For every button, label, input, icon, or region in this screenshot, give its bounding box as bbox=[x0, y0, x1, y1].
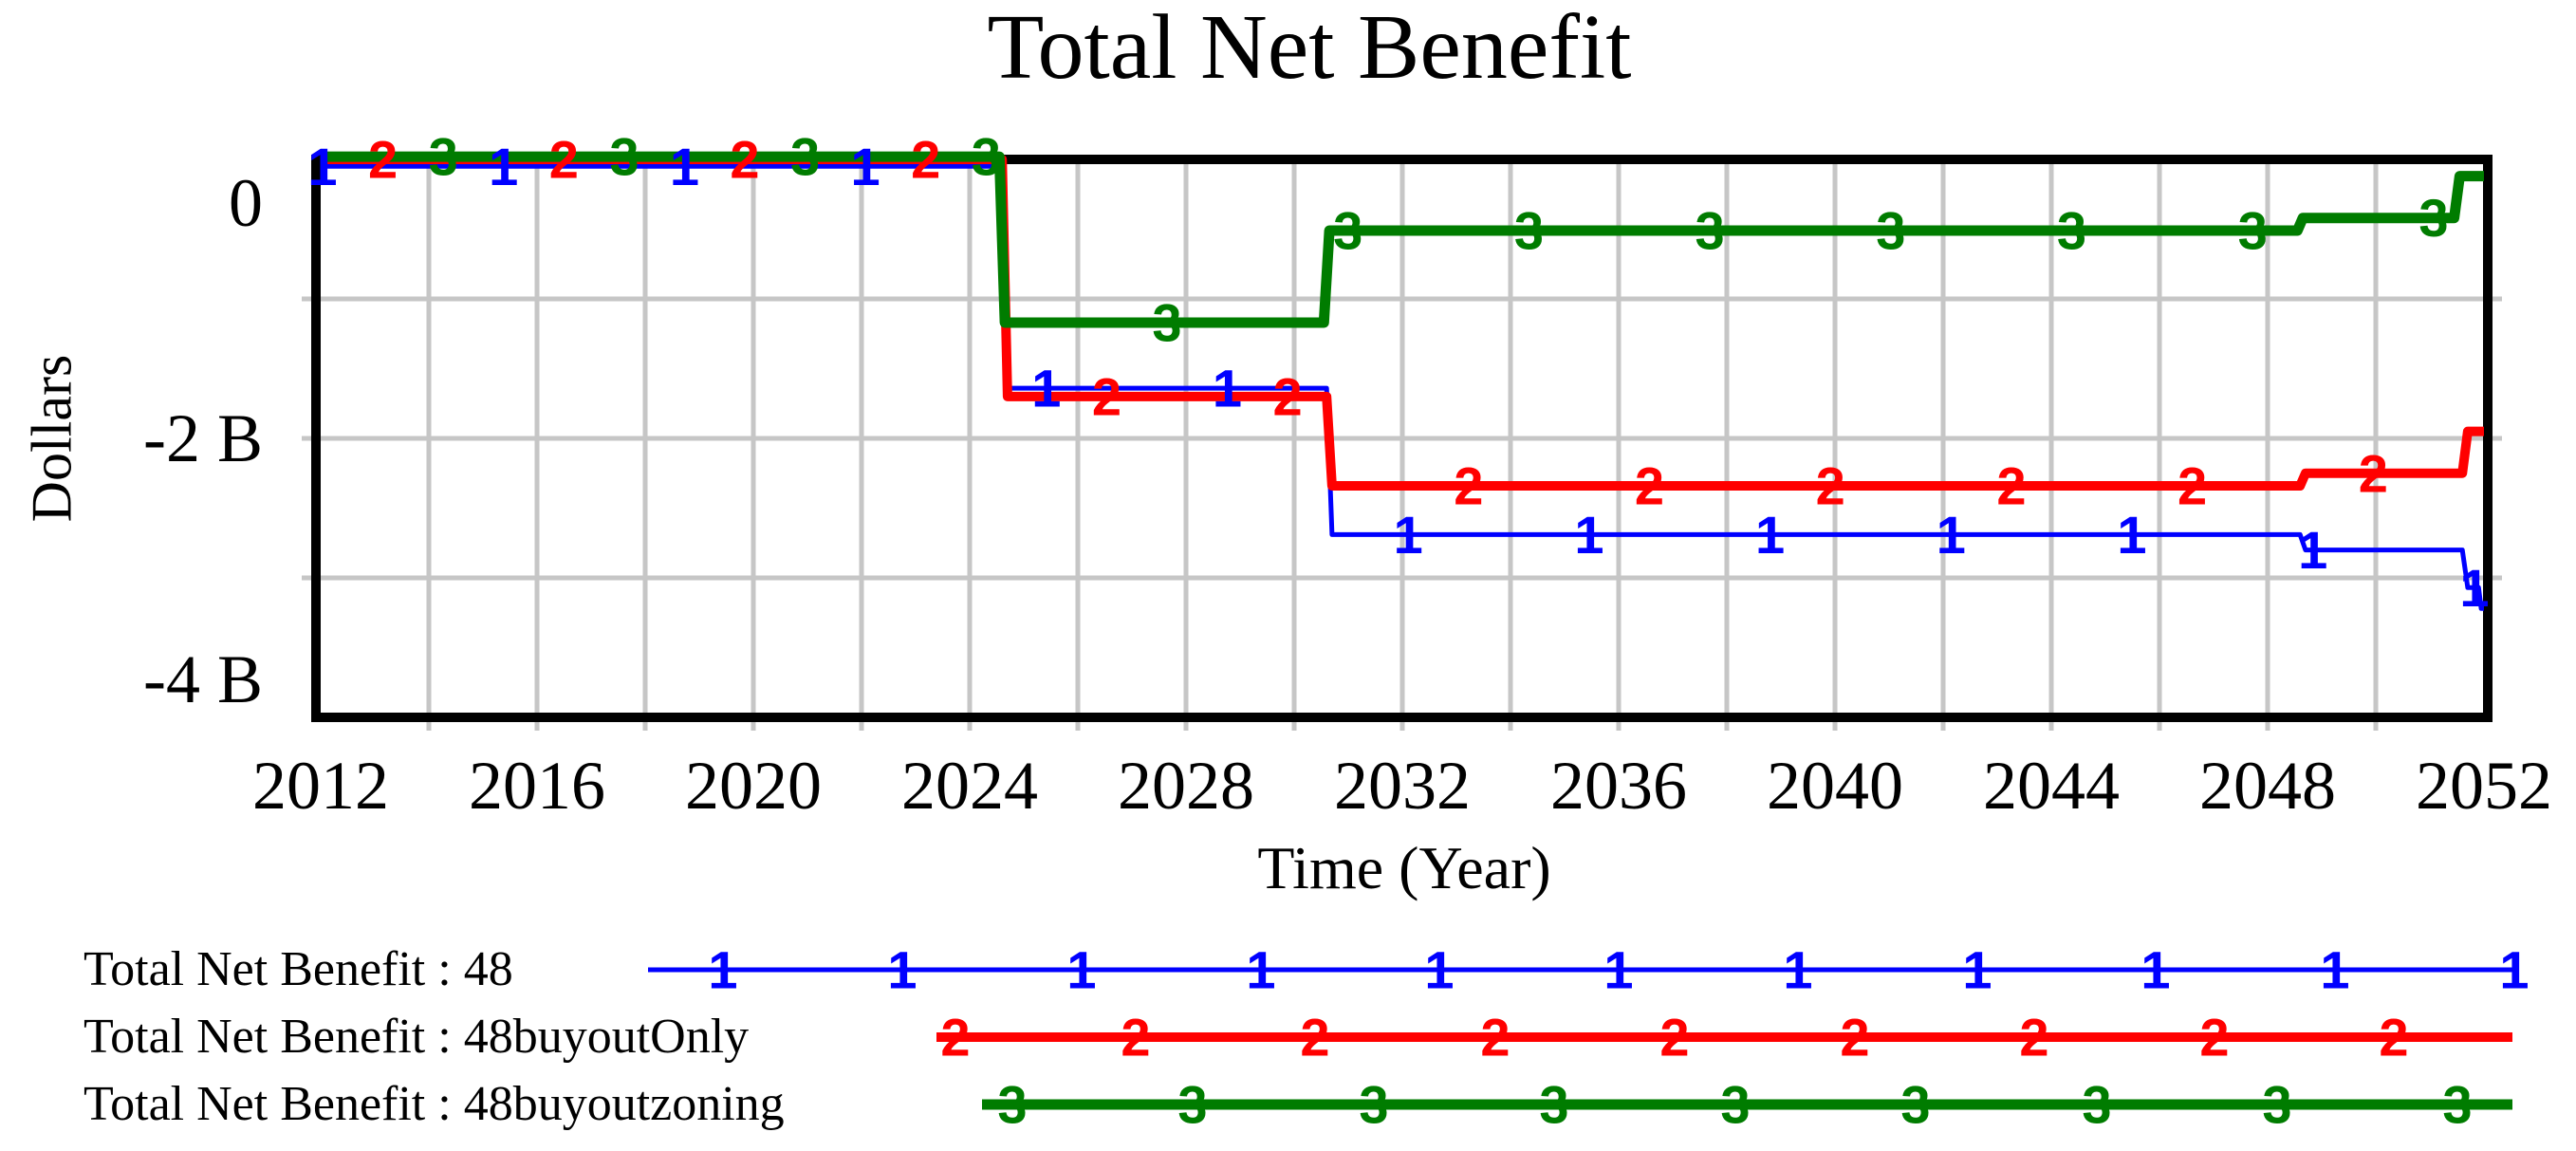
legend-marker-1: 1 bbox=[2320, 940, 2349, 1000]
series-marker-3: 3 bbox=[2238, 200, 2268, 260]
series-marker-2: 2 bbox=[1273, 366, 1303, 426]
series-marker-1: 1 bbox=[1213, 359, 1242, 418]
series-marker-3: 3 bbox=[1514, 200, 1544, 260]
x-tick-label: 2012 bbox=[252, 748, 389, 824]
series-marker-1: 1 bbox=[307, 137, 337, 196]
x-tick-label: 2036 bbox=[1550, 748, 1687, 824]
legend-marker-2: 2 bbox=[2379, 1008, 2408, 1067]
y-tick-label: 0 bbox=[229, 165, 263, 241]
plot-border-right bbox=[2483, 155, 2493, 722]
x-axis-title: Time (Year) bbox=[1257, 834, 1551, 901]
legend-marker-1: 1 bbox=[1066, 940, 1096, 1000]
legend-marker-2: 2 bbox=[940, 1008, 970, 1067]
legend-marker-3: 3 bbox=[2442, 1075, 2472, 1135]
x-tick-label: 2048 bbox=[2199, 748, 2336, 824]
legend-marker-1: 1 bbox=[2499, 940, 2529, 1000]
legend-marker-2: 2 bbox=[1480, 1008, 1510, 1067]
series-marker-2: 2 bbox=[911, 130, 940, 190]
series-marker-1: 1 bbox=[1574, 505, 1603, 565]
series-marker-1: 1 bbox=[2117, 505, 2146, 565]
chart-title: Total Net Benefit bbox=[987, 0, 1632, 99]
series-marker-2: 2 bbox=[1454, 455, 1483, 515]
series-marker-1: 1 bbox=[1394, 505, 1423, 565]
x-tick-label: 2024 bbox=[901, 748, 1038, 824]
legend-marker-3: 3 bbox=[1900, 1075, 1930, 1135]
x-tick-label: 2044 bbox=[1983, 748, 2120, 824]
legend-marker-3: 3 bbox=[1539, 1075, 1568, 1135]
series-marker-2: 2 bbox=[1092, 366, 1121, 426]
legend-marker-1: 1 bbox=[708, 940, 737, 1000]
series-marker-2: 2 bbox=[1635, 455, 1664, 515]
x-tick-label: 2016 bbox=[469, 748, 605, 824]
legend-marker-2: 2 bbox=[1300, 1008, 1329, 1067]
series-marker-3: 3 bbox=[1696, 200, 1725, 260]
y-tick-label: -2 B bbox=[143, 400, 263, 476]
series-marker-1: 1 bbox=[851, 137, 880, 196]
x-tick-label: 2040 bbox=[1767, 748, 1903, 824]
legend-marker-2: 2 bbox=[1659, 1008, 1689, 1067]
x-tick-label: 2052 bbox=[2416, 748, 2552, 824]
legend-marker-1: 1 bbox=[887, 940, 917, 1000]
series-marker-1: 1 bbox=[670, 137, 699, 196]
plot-border-top bbox=[311, 155, 2493, 164]
legend-marker-1: 1 bbox=[1603, 940, 1633, 1000]
series-marker-3: 3 bbox=[1333, 200, 1362, 260]
series-marker-2: 2 bbox=[1816, 455, 1845, 515]
series-marker-3: 3 bbox=[429, 127, 458, 187]
series-marker-1: 1 bbox=[1031, 359, 1061, 418]
legend-marker-1: 1 bbox=[2140, 940, 2170, 1000]
series-marker-3: 3 bbox=[972, 127, 1001, 187]
series-marker-1: 1 bbox=[489, 137, 518, 196]
legend-marker-1: 1 bbox=[1962, 940, 1992, 1000]
x-tick-label: 2020 bbox=[685, 748, 822, 824]
series-marker-3: 3 bbox=[609, 127, 639, 187]
series-marker-1: 1 bbox=[2298, 520, 2327, 580]
series-marker-2: 2 bbox=[2359, 443, 2388, 503]
legend-marker-3: 3 bbox=[2082, 1075, 2111, 1135]
series-marker-1: 1 bbox=[1937, 505, 1966, 565]
series-marker-3: 3 bbox=[2418, 188, 2448, 248]
legend-label-3: Total Net Benefit : 48buyoutzoning bbox=[83, 1077, 785, 1131]
legend-marker-2: 2 bbox=[2019, 1008, 2048, 1067]
legend-marker-2: 2 bbox=[2199, 1008, 2229, 1067]
legend-marker-2: 2 bbox=[1121, 1008, 1150, 1067]
series-marker-3: 3 bbox=[790, 127, 820, 187]
legend-marker-2: 2 bbox=[1840, 1008, 1869, 1067]
legend-label-1: Total Net Benefit : 48 bbox=[83, 942, 513, 996]
series-marker-3: 3 bbox=[1876, 200, 1905, 260]
legend-marker-1: 1 bbox=[1424, 940, 1454, 1000]
legend-label-2: Total Net Benefit : 48buyoutOnly bbox=[83, 1010, 750, 1064]
series-marker-3: 3 bbox=[1152, 292, 1181, 352]
series-marker-2: 2 bbox=[368, 130, 398, 190]
y-axis-title: Dollars bbox=[20, 354, 83, 523]
legend-marker-3: 3 bbox=[1359, 1075, 1388, 1135]
y-tick-label: -4 B bbox=[143, 641, 263, 717]
series-marker-2: 2 bbox=[730, 130, 759, 190]
legend-marker-3: 3 bbox=[997, 1075, 1027, 1135]
series-marker-2: 2 bbox=[2178, 455, 2207, 515]
series-marker-1: 1 bbox=[1755, 505, 1785, 565]
x-tick-label: 2032 bbox=[1334, 748, 1471, 824]
series-marker-2: 2 bbox=[549, 130, 579, 190]
legend-marker-3: 3 bbox=[2262, 1075, 2291, 1135]
legend-marker-1: 1 bbox=[1246, 940, 1275, 1000]
series-marker-1: 1 bbox=[2459, 558, 2489, 618]
series-marker-2: 2 bbox=[1996, 455, 2026, 515]
legend-marker-3: 3 bbox=[1177, 1075, 1207, 1135]
x-tick-label: 2028 bbox=[1118, 748, 1254, 824]
plot-border-bottom bbox=[311, 713, 2493, 722]
legend-marker-1: 1 bbox=[1783, 940, 1812, 1000]
y-axis-line bbox=[311, 155, 321, 722]
series-marker-3: 3 bbox=[2057, 200, 2086, 260]
legend-marker-3: 3 bbox=[1720, 1075, 1750, 1135]
series-line-3 bbox=[321, 151, 2484, 328]
